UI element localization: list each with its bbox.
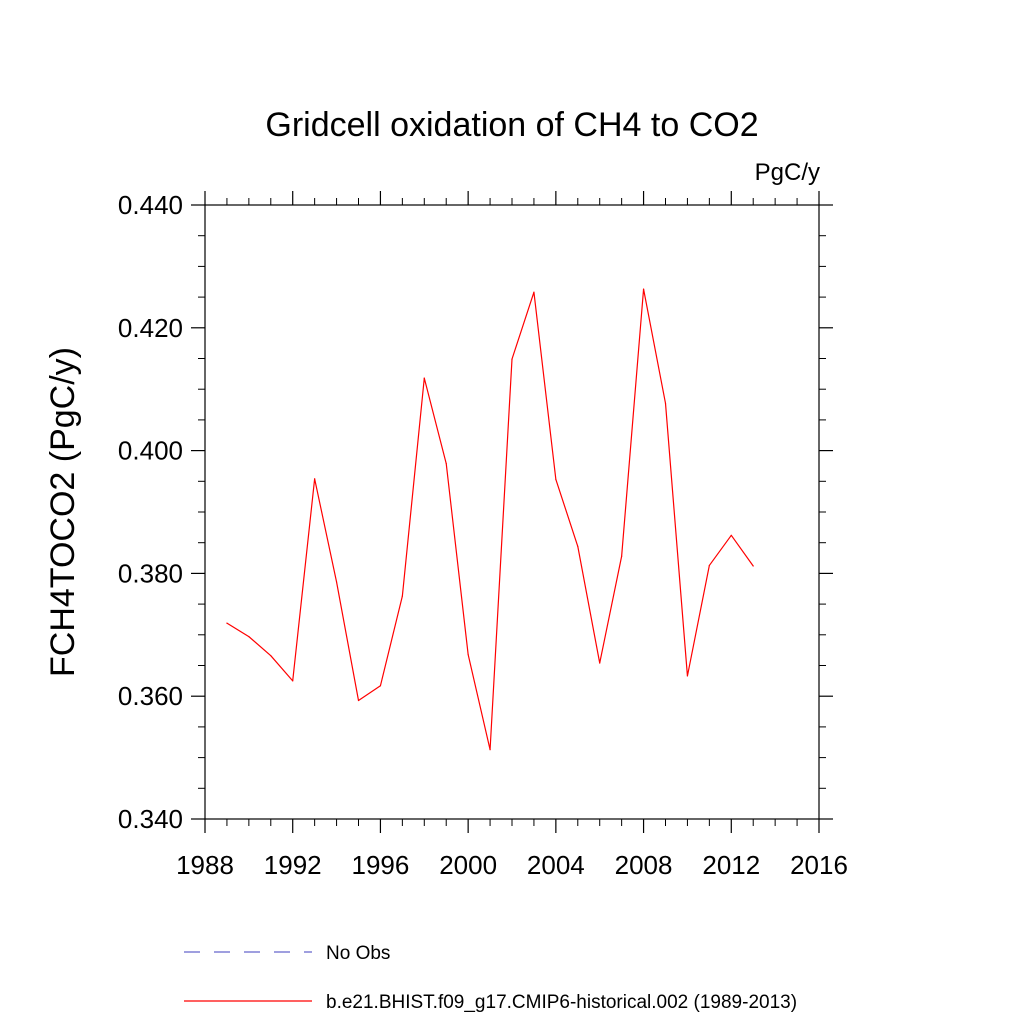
y-tick-label: 0.380: [118, 558, 183, 588]
x-tick-label: 2000: [439, 850, 497, 880]
x-tick-label: 2004: [527, 850, 585, 880]
x-axis: 1988 1992 1996 2000 2004 2008 2012 2016: [176, 191, 848, 880]
y-axis-label: FCH4TOCO2 (PgC/y): [44, 347, 82, 677]
data-point: [226, 622, 228, 624]
x-tick-label: 1996: [352, 850, 410, 880]
data-point: [533, 291, 535, 293]
data-point: [401, 595, 403, 597]
x-tick-label: 1988: [176, 850, 234, 880]
data-point: [357, 699, 360, 702]
series-line: [226, 288, 754, 751]
y-tick-label: 0.400: [118, 436, 183, 466]
x-tick-label: 2012: [702, 850, 760, 880]
data-point: [577, 545, 579, 547]
data-point: [335, 581, 338, 583]
data-point: [555, 478, 557, 481]
legend-label: No Obs: [326, 943, 390, 964]
data-point: [708, 564, 710, 567]
y-tick-label: 0.420: [118, 313, 183, 343]
y-tick-label: 0.340: [118, 804, 183, 834]
data-point: [270, 655, 272, 657]
data-point: [248, 636, 250, 638]
data-point: [379, 685, 382, 687]
data-point: [489, 749, 491, 751]
data-point: [511, 358, 513, 360]
legend: No Obs b.e21.BHIST.f09_g17.CMIP6-historic…: [184, 943, 797, 1013]
x-tick-label: 2008: [615, 850, 673, 880]
data-point: [423, 377, 425, 379]
chart-title: Gridcell oxidation of CH4 to CO2: [265, 106, 758, 144]
data-point: [752, 565, 754, 567]
x-tick-label: 1992: [264, 850, 322, 880]
data-point: [445, 462, 447, 465]
data-point: [730, 534, 732, 536]
plot-frame: [204, 204, 820, 820]
data-point: [686, 675, 689, 677]
y-axis: 0.340 0.360 0.380 0.400 0.420 0.440: [118, 190, 833, 834]
data-point: [292, 680, 294, 682]
data-point: [599, 662, 601, 664]
x-tick-label: 2016: [790, 850, 848, 880]
legend-label: b.e21.BHIST.f09_g17.CMIP6-historical.002…: [326, 992, 797, 1013]
y-tick-label: 0.360: [118, 681, 183, 711]
series-layer: [226, 288, 754, 751]
data-point: [314, 478, 316, 480]
data-point: [642, 288, 645, 290]
data-point: [664, 402, 667, 404]
data-point: [467, 653, 469, 656]
units-label: PgC/y: [755, 159, 820, 186]
y-tick-label: 0.440: [118, 190, 183, 220]
data-point: [621, 555, 623, 557]
